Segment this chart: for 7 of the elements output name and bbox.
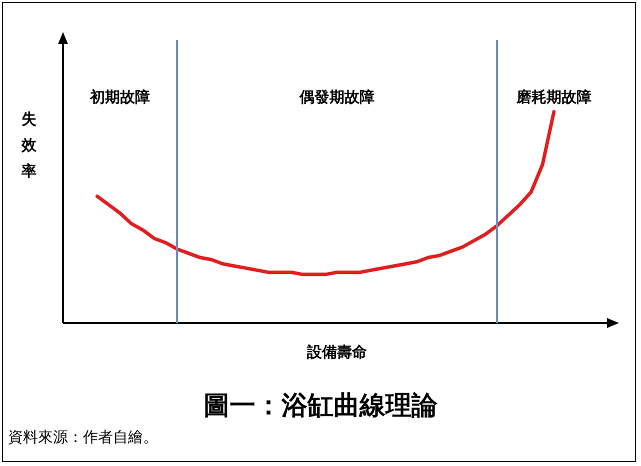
x-axis-title: 設備壽命 bbox=[306, 342, 368, 361]
text: 偶發期故障 bbox=[298, 88, 374, 106]
text: 初期故障 bbox=[89, 88, 150, 106]
text: 磨耗期故障 bbox=[515, 88, 592, 106]
text: 圖一：浴缸曲線理論 bbox=[202, 390, 438, 423]
source-note: 資料來源：作者自繪。 bbox=[8, 428, 158, 447]
y-axis-title: 失效率 bbox=[20, 110, 38, 180]
